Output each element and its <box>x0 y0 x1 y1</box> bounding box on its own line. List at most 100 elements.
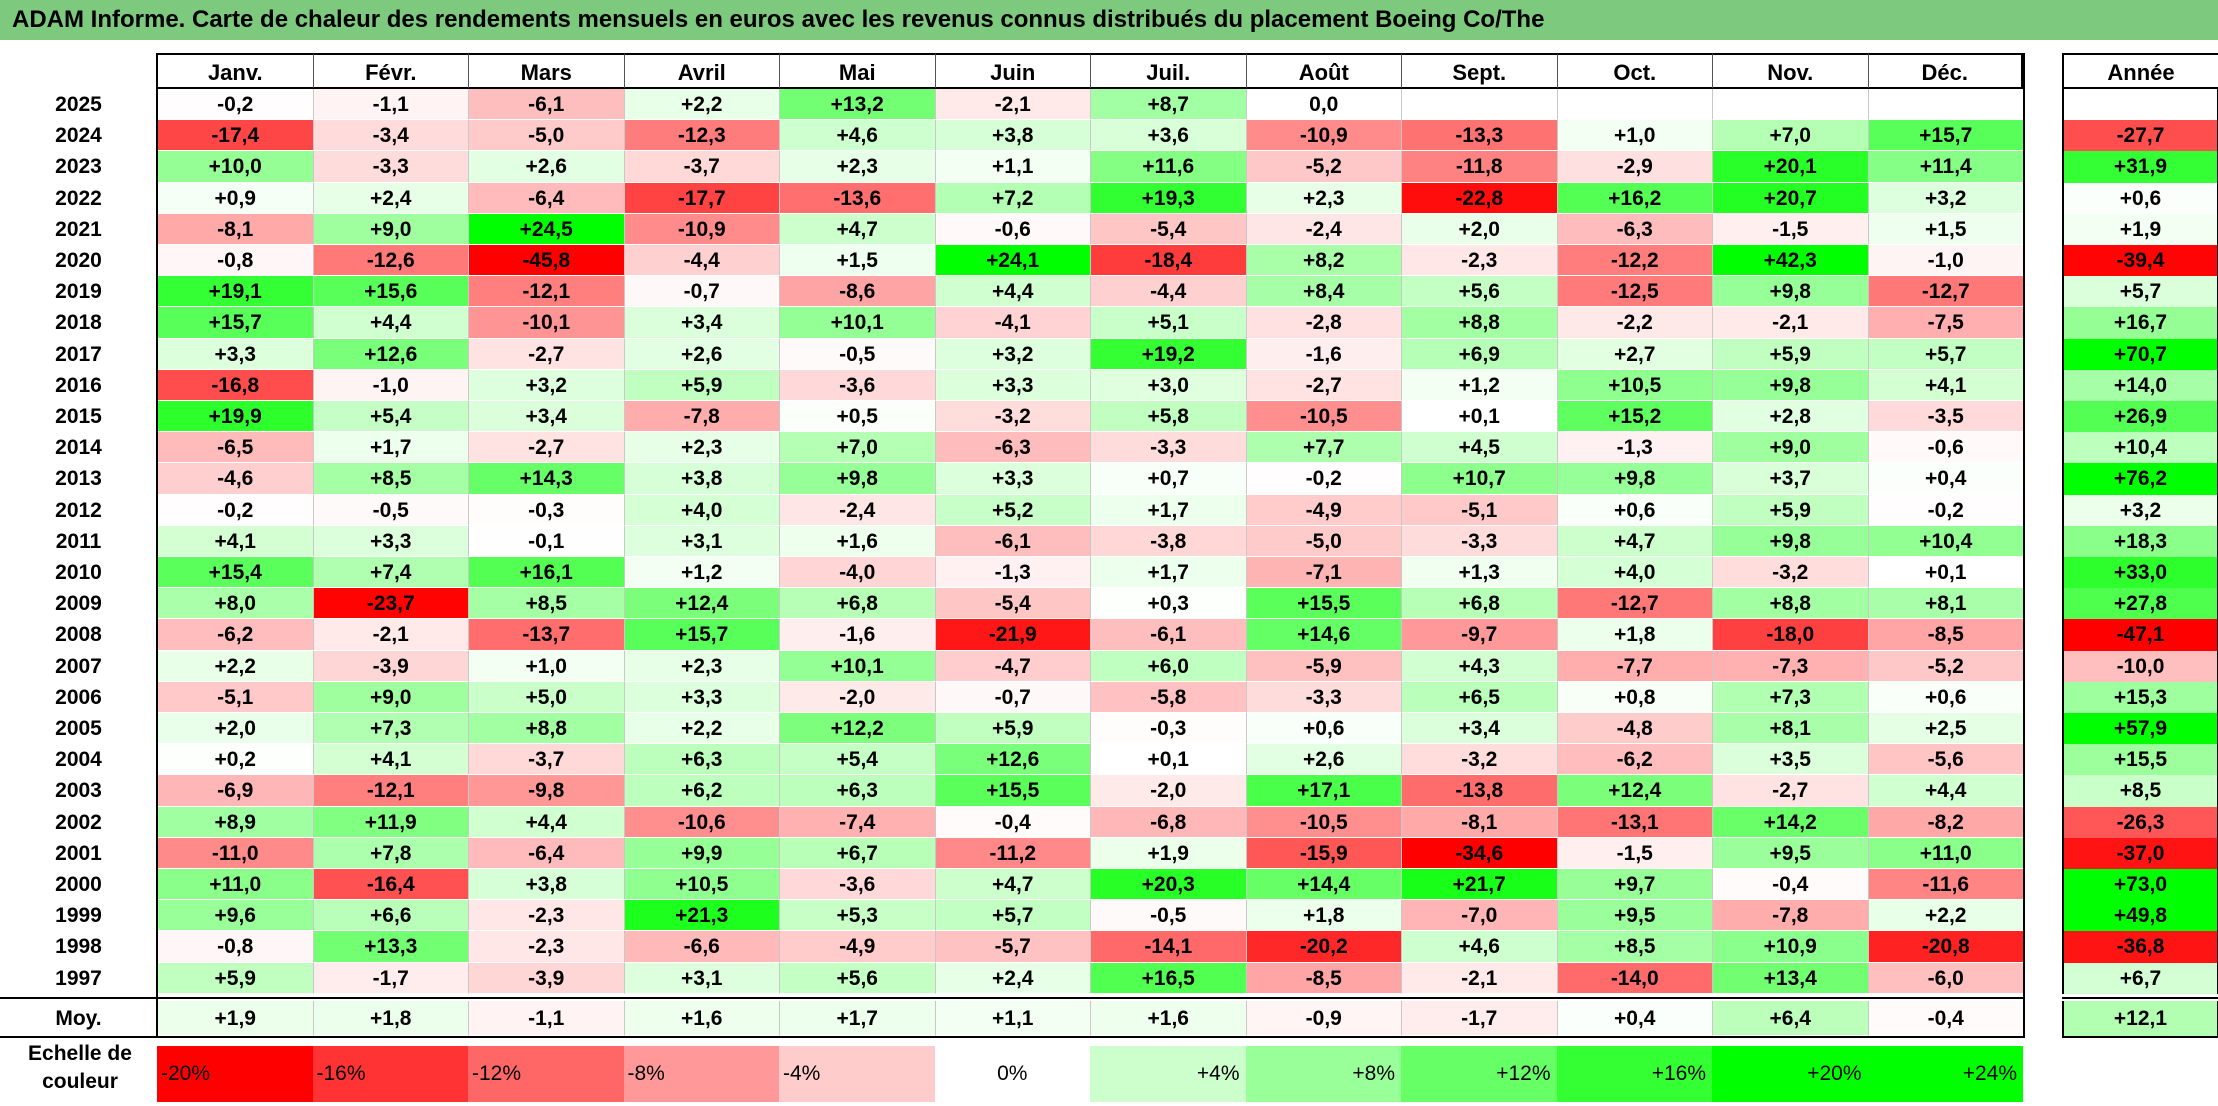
heatmap-cell: +4,7 <box>779 213 935 245</box>
heatmap-cell: +8,1 <box>1712 713 1868 745</box>
heatmap-cell: +8,9 <box>157 806 313 838</box>
heatmap-cell: -6,4 <box>468 837 624 869</box>
row-year-label: 2000 <box>0 869 157 901</box>
heatmap-cell: +19,3 <box>1090 182 1246 214</box>
heatmap-cell: +0,1 <box>1090 744 1246 776</box>
heatmap-cell: +15,4 <box>157 557 313 589</box>
heatmap-cell: -3,2 <box>934 401 1090 433</box>
heatmap-cell: -13,3 <box>1401 120 1557 152</box>
heatmap-cell: -20,8 <box>1867 931 2023 963</box>
heatmap-cell: -2,1 <box>1712 307 1868 339</box>
scale-swatch: -20% <box>157 1046 313 1102</box>
heatmap-cell: -8,1 <box>157 213 313 245</box>
heatmap-cell: +6,3 <box>623 744 779 776</box>
row-year-label: 2006 <box>0 681 157 713</box>
month-header: Mars <box>468 53 624 89</box>
heatmap-cell: +4,1 <box>157 525 313 557</box>
heatmap-cell: -12,7 <box>1556 588 1712 620</box>
heatmap-cell: -9,7 <box>1401 619 1557 651</box>
scale-swatch: -12% <box>468 1046 624 1102</box>
year-total-cell: +8,5 <box>2062 775 2218 807</box>
heatmap-cell: +12,6 <box>312 338 468 370</box>
heatmap-cell: +6,0 <box>1090 650 1246 682</box>
heatmap-cell: +13,2 <box>779 89 935 121</box>
heatmap-cell: -1,7 <box>1401 1000 1557 1036</box>
scale-swatch: +20% <box>1712 1046 1868 1102</box>
heatmap-cell: -11,0 <box>157 837 313 869</box>
heatmap-cell: -8,5 <box>1245 962 1401 994</box>
heatmap-cell: -22,8 <box>1401 182 1557 214</box>
average-separator <box>0 996 2023 999</box>
heatmap-cell: +7,7 <box>1245 432 1401 464</box>
year-total-cell: +31,9 <box>2062 151 2218 183</box>
heatmap-cell: -2,7 <box>1245 369 1401 401</box>
heatmap-cell: -0,1 <box>468 525 624 557</box>
heatmap-cell: -4,1 <box>934 307 1090 339</box>
heatmap-cell <box>1712 89 1868 121</box>
heatmap-cell: -4,8 <box>1556 713 1712 745</box>
heatmap-cell: +8,5 <box>312 463 468 495</box>
row-year-label: 2019 <box>0 276 157 308</box>
heatmap-cell: +6,2 <box>623 775 779 807</box>
scale-label: Echelle de couleur <box>0 1040 160 1096</box>
row-year-label: 2024 <box>0 120 157 152</box>
heatmap-cell: +0,9 <box>157 182 313 214</box>
heatmap-cell: -2,1 <box>934 89 1090 121</box>
month-header: Déc. <box>1867 53 2023 89</box>
heatmap-cell: +20,1 <box>1712 151 1868 183</box>
scale-swatch: +4% <box>1090 1046 1246 1102</box>
heatmap-cell: +10,4 <box>1867 525 2023 557</box>
heatmap-cell: +21,7 <box>1401 869 1557 901</box>
row-year-label: 2003 <box>0 775 157 807</box>
heatmap-cell: -8,5 <box>1867 619 2023 651</box>
heatmap-cell: -1,5 <box>1556 837 1712 869</box>
heatmap-cell: +1,8 <box>1245 900 1401 932</box>
grid-right-border <box>2023 53 2025 1038</box>
heatmap-cell: +0,6 <box>1245 713 1401 745</box>
heatmap-cell: -6,5 <box>157 432 313 464</box>
month-header: Nov. <box>1712 53 1868 89</box>
heatmap-cell: +3,0 <box>1090 369 1246 401</box>
heatmap-cell: +3,5 <box>1712 744 1868 776</box>
heatmap-cell: -1,3 <box>934 557 1090 589</box>
heatmap-cell: +5,9 <box>1712 494 1868 526</box>
heatmap-cell: -0,3 <box>1090 713 1246 745</box>
heatmap-cell: +10,5 <box>1556 369 1712 401</box>
heatmap-cell: +1,1 <box>934 1000 1090 1036</box>
heatmap-cell: +3,8 <box>468 869 624 901</box>
heatmap-cell: -1,0 <box>312 369 468 401</box>
heatmap-cell: -3,8 <box>1090 525 1246 557</box>
scale-swatch: -4% <box>779 1046 935 1102</box>
heatmap-cell: -2,4 <box>1245 213 1401 245</box>
heatmap-cell: -12,1 <box>468 276 624 308</box>
row-year-label: 2001 <box>0 837 157 869</box>
heatmap-cell: +3,6 <box>1090 120 1246 152</box>
row-year-label: 2018 <box>0 307 157 339</box>
heatmap-cell: +13,4 <box>1712 962 1868 994</box>
row-year-label: 2021 <box>0 213 157 245</box>
heatmap-cell: -3,3 <box>312 151 468 183</box>
heatmap-cell: +2,7 <box>1556 338 1712 370</box>
heatmap-cell: +5,9 <box>934 713 1090 745</box>
heatmap-cell: +3,8 <box>623 463 779 495</box>
heatmap-cell: -2,7 <box>468 338 624 370</box>
heatmap-cell: +4,4 <box>1867 775 2023 807</box>
heatmap-cell: -5,1 <box>157 681 313 713</box>
heatmap-cell: +1,0 <box>468 650 624 682</box>
heatmap-cell: +9,9 <box>623 837 779 869</box>
heatmap-cell: -12,7 <box>1867 276 2023 308</box>
heatmap-cell: -7,8 <box>623 401 779 433</box>
heatmap-cell: -2,9 <box>1556 151 1712 183</box>
heatmap-cell: +1,9 <box>157 1000 313 1036</box>
heatmap-cell: +8,7 <box>1090 89 1246 121</box>
heatmap-cell: +2,0 <box>157 713 313 745</box>
row-year-label: 2009 <box>0 588 157 620</box>
heatmap-cell: +3,3 <box>934 369 1090 401</box>
heatmap-cell: -7,8 <box>1712 900 1868 932</box>
heatmap-cell: -3,9 <box>468 962 624 994</box>
heatmap-cell: +10,1 <box>779 650 935 682</box>
heatmap-cell: +6,5 <box>1401 681 1557 713</box>
heatmap-cell: +2,3 <box>1245 182 1401 214</box>
year-total-cell: +27,8 <box>2062 588 2218 620</box>
heatmap-cell: -6,3 <box>1556 213 1712 245</box>
